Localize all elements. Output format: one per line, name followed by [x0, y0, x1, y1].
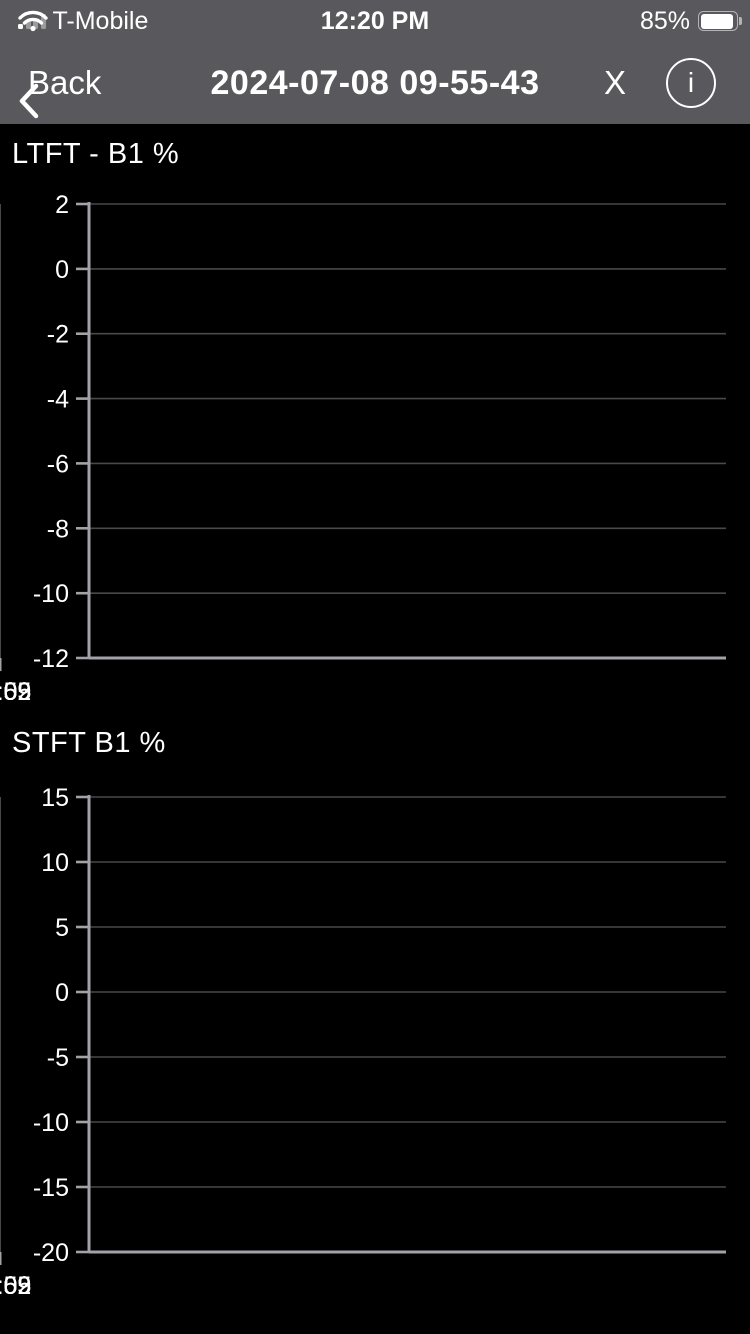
svg-text:-20: -20 — [33, 1239, 69, 1267]
svg-text:09:55: 09:55 — [0, 678, 31, 706]
svg-text:10:02: 10:02 — [0, 1272, 31, 1300]
svg-text:10: 10 — [41, 849, 69, 877]
info-button[interactable]: i — [666, 58, 716, 108]
cellular-signal-icon — [18, 13, 46, 29]
svg-text:-2: -2 — [47, 321, 69, 349]
carrier-label: T-Mobile — [52, 6, 149, 35]
svg-text:0: 0 — [55, 256, 69, 284]
back-button-label: Back — [28, 64, 102, 101]
svg-text:-10: -10 — [33, 580, 69, 608]
battery-percent-label: 85% — [639, 6, 690, 35]
status-bar: T-Mobile 12:20 PM 85% — [0, 0, 750, 42]
ltft-chart[interactable]: 2 0 -2 -4 -6 -8 -10 -1209:5509:5910:0210:0510:0… — [0, 190, 750, 715]
svg-text:2: 2 — [55, 191, 69, 219]
svg-text:5: 5 — [55, 914, 69, 942]
svg-text:10:05: 10:05 — [0, 1272, 31, 1300]
svg-text:0: 0 — [55, 979, 69, 1007]
page-title: 2024-07-08 09-55-43 — [210, 63, 540, 102]
svg-text:10:02: 10:02 — [0, 678, 31, 706]
battery-icon — [698, 11, 742, 31]
svg-text:-5: -5 — [47, 1044, 69, 1072]
svg-text:-10: -10 — [33, 1109, 69, 1137]
svg-text:09:59: 09:59 — [0, 678, 31, 706]
stft-chart[interactable]: 15 10 5 0 -5 -10 -15 -2009:5509:5910:0210:0510:… — [0, 780, 750, 1334]
svg-text:-8: -8 — [47, 515, 69, 543]
svg-text:-4: -4 — [47, 386, 69, 414]
svg-text:09:55: 09:55 — [0, 1272, 31, 1300]
svg-text:09:59: 09:59 — [0, 1272, 31, 1300]
svg-text:-15: -15 — [33, 1174, 69, 1202]
stft-chart-title: STFT B1 % — [12, 727, 166, 759]
svg-text:10:09: 10:09 — [0, 1272, 31, 1300]
clock-label: 12:20 PM — [320, 6, 430, 35]
svg-text:10:09: 10:09 — [0, 678, 31, 706]
ltft-chart-title: LTFT - B1 % — [12, 138, 180, 170]
svg-text:10:05: 10:05 — [0, 678, 31, 706]
svg-text:-12: -12 — [33, 645, 69, 673]
svg-text:-6: -6 — [47, 450, 69, 478]
header: T-Mobile 12:20 PM 85% Back — [0, 0, 750, 124]
nav-bar: Back 2024-07-08 09-55-43 X i — [0, 42, 750, 124]
back-button[interactable]: Back — [18, 42, 101, 124]
info-icon: i — [687, 67, 695, 98]
close-button[interactable]: X — [604, 64, 627, 101]
svg-text:15: 15 — [41, 784, 69, 812]
